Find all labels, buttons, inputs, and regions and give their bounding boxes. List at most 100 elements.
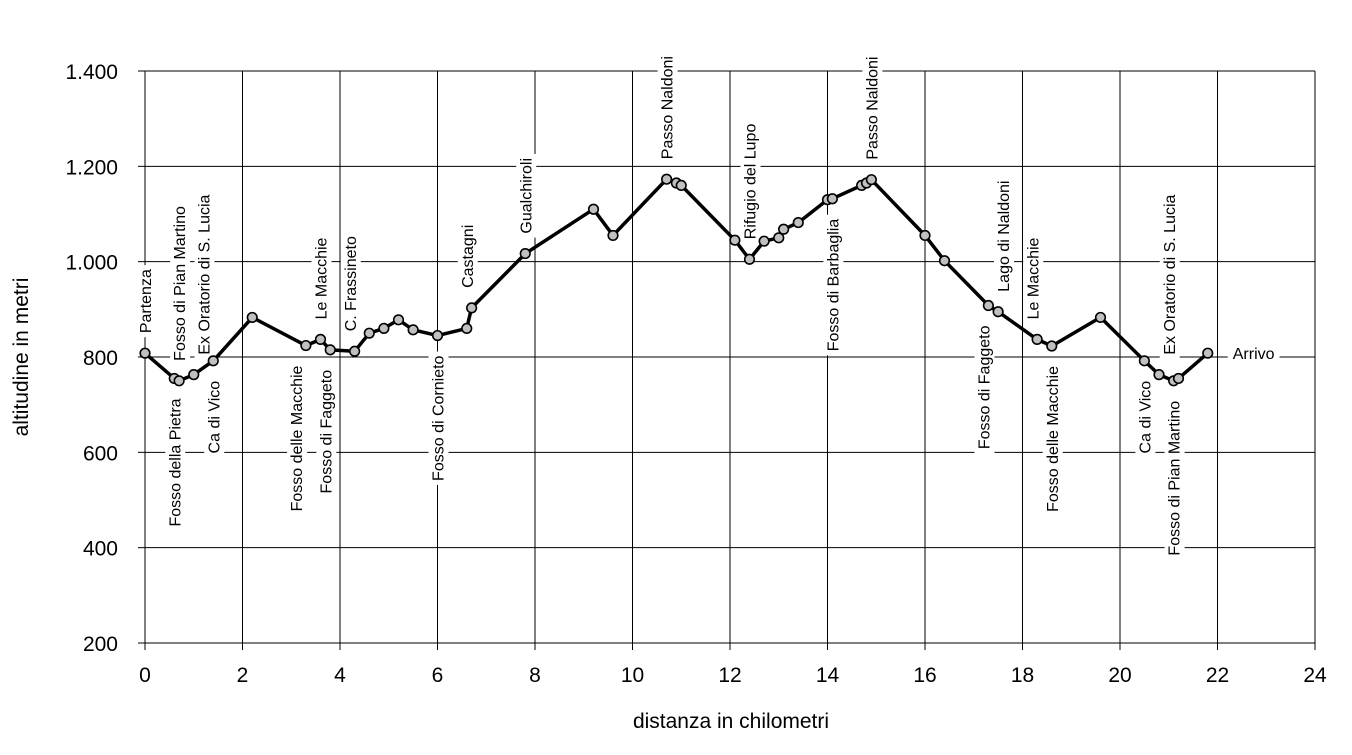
elevation-point — [324, 344, 336, 356]
waypoint-annotation: Gualchiroli — [516, 153, 537, 238]
elevation-point — [188, 369, 200, 381]
elevation-point — [407, 324, 419, 336]
waypoint-label-bg — [823, 214, 844, 356]
waypoint-label-bg — [994, 176, 1014, 296]
waypoint-annotation: Passo Naldoni — [657, 52, 678, 164]
elevation-point — [1094, 311, 1107, 324]
elevation-line — [143, 177, 1209, 383]
waypoint-annotation: Partenza — [136, 265, 156, 338]
elevation-point — [139, 347, 151, 359]
waypoint-label-bg — [170, 202, 191, 365]
y-tick-label: 600 — [83, 442, 118, 465]
waypoint-label: Arrivo — [1233, 346, 1275, 363]
waypoint-annotation: Rifugio del Lupo — [740, 119, 761, 244]
waypoint-annotation: Lago di Naldoni — [994, 176, 1014, 296]
waypoint-label-bg — [1159, 190, 1180, 359]
elevation-point — [865, 174, 877, 186]
waypoint-label: Ex Oratorio di S. Lucia — [197, 194, 214, 354]
elevation-point — [363, 327, 375, 339]
waypoint-label-bg — [311, 233, 332, 324]
elevation-point — [461, 322, 473, 335]
elevation-point — [1153, 369, 1165, 381]
waypoint-label: Fosso della Pietra — [167, 398, 184, 526]
waypoint-annotation: Ca di Vico — [204, 376, 225, 458]
waypoint-annotation: Fosso di Pian Martino — [170, 202, 191, 365]
waypoint-label: Ca di Vico — [1137, 381, 1154, 454]
waypoint-annotation: Castagni — [457, 220, 478, 292]
elevation-point — [392, 314, 405, 326]
waypoint-annotation: Ca di Vico — [1135, 376, 1156, 458]
waypoint-annotation: Ex Oratorio di S. Lucia — [194, 190, 215, 359]
waypoint-label-bg — [287, 361, 308, 516]
waypoint-annotation: Fosso di Cornieto — [428, 351, 449, 485]
waypoint-label: Le Macchie — [1025, 237, 1042, 319]
elevation-point — [431, 329, 444, 342]
elevation-point — [982, 299, 994, 312]
elevation-point — [792, 216, 804, 229]
x-tick-label: 16 — [913, 664, 936, 687]
waypoint-label-bg — [516, 153, 537, 238]
waypoint-annotation: Fosso di Faggeto — [316, 365, 337, 498]
waypoint-annotation: C. Frassineto — [340, 232, 361, 336]
elevation-point — [1172, 372, 1185, 385]
waypoint-annotation: Fosso delle Macchie — [287, 361, 308, 516]
y-tick-label: 800 — [83, 347, 118, 370]
x-tick-label: 22 — [1206, 664, 1229, 687]
waypoint-label: Passo Naldoni — [660, 56, 677, 159]
elevation-point — [1046, 340, 1058, 352]
waypoint-label-bg — [862, 52, 883, 164]
waypoint-label-bg — [194, 190, 215, 359]
waypoint-label-bg — [974, 321, 995, 454]
elevation-point — [661, 173, 673, 185]
waypoint-label-bg — [740, 119, 761, 244]
waypoint-annotation: Fosso della Pietra — [165, 394, 186, 531]
elevation-point — [992, 306, 1004, 318]
waypoint-label: Passo Naldoni — [864, 57, 881, 160]
y-tick-label: 400 — [83, 538, 118, 561]
y-axis-title: altitudine in metri — [10, 278, 33, 437]
waypoint-label-bg — [316, 365, 337, 498]
waypoint-label: Fosso di Barbaglia — [825, 219, 842, 352]
x-tick-label: 6 — [432, 664, 444, 687]
y-tick-label: 1.000 — [65, 252, 118, 275]
waypoint-label: Rifugio del Lupo — [743, 124, 760, 240]
elevation-series — [139, 173, 1214, 387]
waypoint-label-bg — [1042, 362, 1063, 516]
waypoint-label-bg — [204, 376, 225, 458]
waypoint-annotation: Fosso di Faggeto — [974, 321, 995, 454]
waypoint-annotation: Passo Naldoni — [862, 52, 883, 164]
elevation-point — [587, 203, 600, 215]
waypoint-label-bg — [1023, 233, 1044, 324]
x-tick-label: 8 — [529, 664, 541, 687]
waypoint-annotation: Fosso delle Macchie — [1042, 362, 1063, 516]
waypoint-label: Fosso di Pian Martino — [172, 206, 189, 361]
x-tick-label: 2 — [237, 664, 249, 687]
elevation-point — [919, 229, 931, 242]
elevation-point — [773, 232, 785, 244]
waypoint-annotation: Ex Oratorio di S. Lucia — [1159, 190, 1180, 359]
waypoint-label-bg — [165, 394, 186, 531]
waypoint-label: Le Macchie — [314, 237, 331, 319]
waypoint-label: Ca di Vico — [206, 381, 223, 454]
waypoint-label: Fosso di Pian Martino — [1167, 401, 1184, 556]
elevation-point — [1202, 347, 1214, 359]
waypoint-label-bg — [340, 232, 361, 336]
elevation-point — [300, 339, 312, 352]
waypoint-label-bg — [136, 265, 156, 338]
waypoint-label: Ex Oratorio di S. Lucia — [1162, 194, 1179, 354]
waypoint-label-bg — [1164, 396, 1185, 560]
waypoint-annotation: Fosso di Pian Martino — [1164, 396, 1185, 560]
waypoint-annotation: Fosso di Barbaglia — [823, 214, 844, 356]
x-tick-label: 0 — [139, 664, 151, 687]
x-tick-label: 4 — [334, 664, 346, 687]
elevation-point — [466, 302, 478, 314]
y-tick-label: 200 — [83, 633, 118, 656]
waypoint-label: Fosso delle Macchie — [289, 365, 306, 511]
elevation-point — [743, 253, 756, 265]
elevation-point — [826, 193, 838, 205]
elevation-point — [758, 235, 770, 247]
y-tick-label: 1.200 — [65, 156, 118, 179]
waypoint-label: C. Frassineto — [343, 236, 360, 331]
elevation-point — [778, 223, 790, 235]
